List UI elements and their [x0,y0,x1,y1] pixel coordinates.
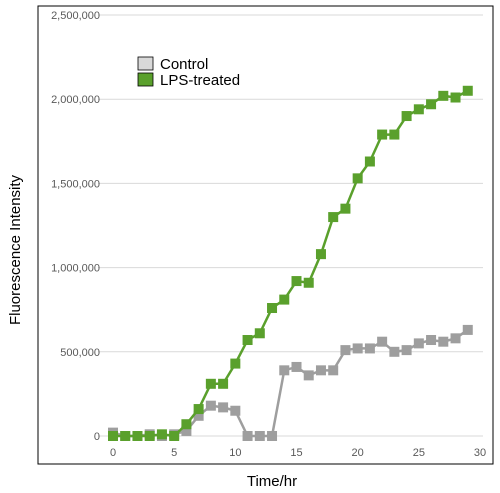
data-point [132,431,143,441]
data-point [364,156,375,167]
data-point [156,429,167,440]
data-point [181,425,192,436]
data-point [303,277,314,288]
x-tick-label: 0 [110,447,116,459]
data-point [315,249,326,260]
data-point [462,324,473,335]
series-lps-treated [108,85,473,441]
data-point [205,400,216,411]
x-tick-label: 15 [290,447,302,459]
y-axis-ticks: 0 500,000 1,000,000 1,500,000 2,000,000 2,500… [51,10,100,443]
data-point [205,378,216,389]
x-tick-label: 25 [413,447,425,459]
data-point [450,92,461,103]
data-point [364,343,375,354]
x-axis-title: Time/hr [247,473,297,490]
data-point [230,358,241,369]
data-point [328,212,339,223]
y-tick-label: 2,500,000 [51,10,100,22]
data-point [413,104,424,115]
data-point [426,99,437,110]
data-point [254,431,265,441]
data-point [193,410,204,421]
data-point [279,294,290,305]
data-point [218,402,229,413]
data-point [193,404,204,415]
data-point [267,303,278,314]
data-point [328,365,339,376]
data-point [450,333,461,344]
data-point [377,336,388,347]
data-point [340,345,351,356]
gridlines [98,14,483,437]
data-point [401,345,412,356]
data-point [108,431,118,441]
x-tick-label: 20 [352,447,364,459]
data-point [438,90,449,101]
data-point [413,338,424,349]
legend: Control LPS-treated [137,56,240,89]
legend-label-lps-treated: LPS-treated [160,72,240,89]
data-point [401,111,412,122]
data-point [352,173,363,184]
data-point [340,203,351,214]
data-point [230,405,241,416]
legend-label-control: Control [160,56,208,73]
data-point [426,335,437,346]
y-tick-label: 1,500,000 [51,178,100,190]
data-point [462,85,473,96]
data-point [438,336,449,347]
y-tick-label: 2,000,000 [51,94,100,106]
data-point [144,431,155,441]
series-line [113,89,469,438]
data-point [315,365,326,376]
x-tick-label: 30 [474,447,486,459]
data-point [352,343,363,354]
series-layer [108,85,473,441]
data-point [242,335,253,346]
plot-area-border [37,5,494,465]
legend-swatch-control [137,56,154,71]
data-point [120,431,131,441]
x-axis-ticks: 0 5 10 15 20 25 30 [110,447,486,459]
x-tick-label: 10 [229,447,241,459]
data-point [279,365,290,376]
y-axis-title: Fluorescence Intensity [7,174,24,325]
y-tick-label: 1,000,000 [51,263,100,275]
y-tick-label: 0 [94,431,100,443]
legend-swatch-lps-treated [137,72,154,87]
series-control [108,324,473,441]
data-point [267,431,278,441]
x-tick-label: 5 [171,447,177,459]
data-point [181,419,192,430]
data-point [389,346,400,357]
data-point [242,431,253,441]
data-point [291,276,302,287]
data-point [303,370,314,381]
data-point [389,129,400,140]
data-point [377,129,388,140]
data-point [254,328,265,339]
data-point [291,361,302,372]
y-tick-label: 500,000 [60,347,100,359]
data-point [218,378,229,389]
data-point [169,431,180,441]
